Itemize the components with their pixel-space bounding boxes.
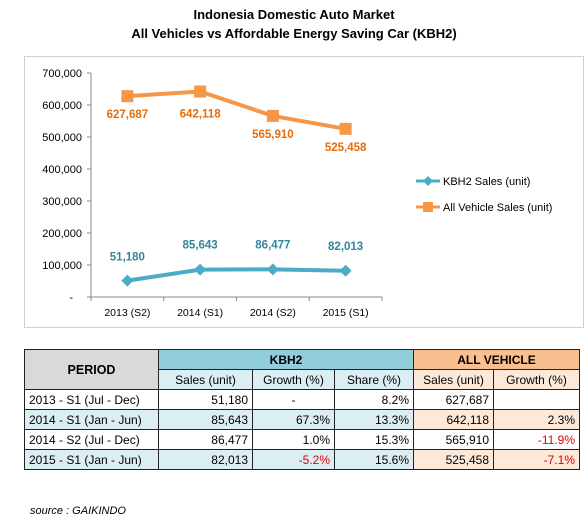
all-sales-cell: 565,910 [413, 429, 494, 450]
source-note: source : GAIKINDO [30, 505, 126, 517]
y-tick-label: 400,000 [42, 164, 82, 176]
data-label: 82,013 [328, 241, 363, 253]
period-cell: 2014 - S2 (Jul - Dec) [24, 429, 159, 450]
data-label: 565,910 [252, 129, 294, 141]
table-row: 2015 - S1 (Jan - Jun) 82,013 -5.2% 15.6%… [24, 449, 580, 470]
x-tick-label: 2015 (S1) [323, 307, 369, 319]
table-header-row: PERIOD KBH2 ALL VEHICLE [24, 349, 580, 390]
all-growth-subheader: Growth (%) [493, 369, 580, 390]
period-cell: 2013 - S1 (Jul - Dec) [24, 389, 159, 410]
kbh2-growth-cell: 67.3% [252, 409, 335, 430]
data-label: 525,458 [325, 142, 367, 154]
all-growth-cell: -11.9% [493, 429, 580, 450]
data-point [121, 90, 134, 103]
share-cell: 13.3% [334, 409, 414, 430]
share-cell: 15.3% [334, 429, 414, 450]
kbh2-growth-cell: - [252, 389, 335, 410]
table-row: 2013 - S1 (Jul - Dec) 51,180 - 8.2% 627,… [24, 389, 580, 410]
table-row: 2014 - S2 (Jul - Dec) 86,477 1.0% 15.3% … [24, 429, 580, 450]
data-label: 86,477 [255, 239, 290, 251]
x-tick-label: 2014 (S2) [250, 307, 296, 319]
data-point [194, 263, 207, 276]
y-tick-label: 100,000 [42, 260, 82, 272]
data-point [339, 122, 352, 135]
data-point [121, 274, 134, 287]
y-tick-label: 500,000 [42, 132, 82, 144]
kbh2-sales-cell: 51,180 [158, 389, 253, 410]
kbh2-growth-subheader: Growth (%) [252, 369, 335, 390]
all-sales-subheader: Sales (unit) [413, 369, 494, 390]
sales-table: PERIOD KBH2 ALL VEHICLE Sales (unit) Gro… [24, 349, 580, 470]
kbh2-growth-cell: 1.0% [252, 429, 335, 450]
chart-subtitle: All Vehicles vs Affordable Energy Saving… [131, 26, 457, 41]
legend-label: KBH2 Sales (unit) [443, 176, 530, 188]
kbh2-sales-cell: 82,013 [158, 449, 253, 470]
all-sales-cell: 642,118 [413, 409, 494, 430]
legend-label: All Vehicle Sales (unit) [443, 202, 552, 214]
kbh2-sales-cell: 86,477 [158, 429, 253, 450]
series-line-kbh2 [127, 267, 346, 283]
y-tick-label: 700,000 [42, 68, 82, 80]
kbh2-header: KBH2 [158, 349, 414, 370]
period-cell: 2015 - S1 (Jan - Jun) [24, 449, 159, 470]
data-point [194, 85, 207, 98]
data-label: 51,180 [110, 252, 145, 264]
all-sales-cell: 525,458 [413, 449, 494, 470]
all-growth-cell [493, 389, 580, 410]
period-cell: 2014 - S1 (Jan - Jun) [24, 409, 159, 430]
y-tick-label: 200,000 [42, 228, 82, 240]
period-header: PERIOD [24, 349, 159, 390]
table-subheader-row: Sales (unit) Growth (%) Share (%) Sales … [25, 369, 580, 390]
share-cell: 15.6% [334, 449, 414, 470]
all-growth-cell: -7.1% [493, 449, 580, 470]
chart-frame [24, 56, 584, 328]
kbh2-growth-cell: -5.2% [252, 449, 335, 470]
data-label: 642,118 [180, 109, 222, 121]
data-label: 85,643 [183, 240, 218, 252]
data-point [266, 109, 279, 122]
line-chart: - 100,000 200,000 300,000 400,000 500,000 600,… [42, 68, 552, 319]
y-tick-label: 600,000 [42, 100, 82, 112]
y-tick-label: 300,000 [42, 196, 82, 208]
all-growth-cell: 2.3% [493, 409, 580, 430]
x-tick-label: 2013 (S2) [104, 307, 150, 319]
series-line-all-vehicle [127, 89, 346, 131]
legend-marker [423, 202, 433, 212]
table-row: 2014 - S1 (Jan - Jun) 85,643 67.3% 13.3%… [24, 409, 580, 430]
all-sales-cell: 627,687 [413, 389, 494, 410]
kbh2-sales-subheader: Sales (unit) [158, 369, 253, 390]
legend-marker [423, 176, 433, 186]
chart-title: Indonesia Domestic Auto Market [193, 7, 395, 22]
all-vehicle-header: ALL VEHICLE [413, 349, 580, 370]
data-point [339, 264, 352, 277]
kbh2-share-subheader: Share (%) [334, 369, 414, 390]
y-tick-label: - [69, 292, 73, 304]
share-cell: 8.2% [334, 389, 414, 410]
kbh2-sales-cell: 85,643 [158, 409, 253, 430]
x-tick-label: 2014 (S1) [177, 307, 223, 319]
data-label: 627,687 [107, 109, 149, 121]
data-point [266, 263, 279, 276]
